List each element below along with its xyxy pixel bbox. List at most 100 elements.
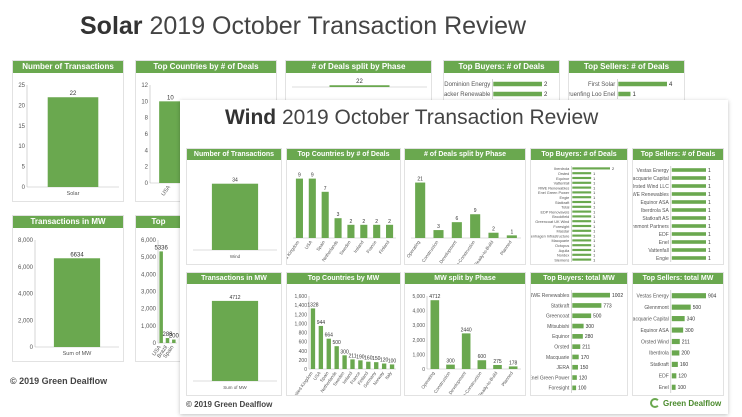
bar bbox=[671, 373, 677, 379]
bar bbox=[572, 292, 610, 298]
data-label: 1 bbox=[632, 92, 636, 98]
panel-w-countries: Top Countries by # of Deals 9 United Kingd… bbox=[286, 148, 401, 265]
data-label: 6634 bbox=[70, 252, 84, 258]
data-label: 22 bbox=[70, 91, 77, 97]
bar bbox=[334, 346, 339, 369]
bar bbox=[506, 235, 517, 238]
panel-title: Top Countries by # of Deals bbox=[287, 149, 400, 160]
panel-s-mwcountries: Top 0 1,000 2,000 3,000 4,000 5,000 6,000 5336 US… bbox=[135, 215, 182, 362]
data-label: 1 bbox=[708, 200, 711, 206]
data-label: 1 bbox=[708, 184, 711, 190]
bar bbox=[671, 208, 706, 212]
bar bbox=[572, 210, 592, 213]
data-label: 300 bbox=[685, 328, 694, 334]
chart-w-mw: 4712 Sum of MW bbox=[193, 295, 277, 390]
data-label: 1 bbox=[510, 229, 513, 235]
data-label: 2440 bbox=[461, 327, 472, 333]
data-label: 1 bbox=[593, 258, 595, 262]
bar bbox=[172, 339, 176, 343]
data-label: 2 bbox=[544, 92, 548, 98]
bar bbox=[671, 316, 685, 322]
data-label: 300 bbox=[446, 359, 455, 365]
bar bbox=[451, 222, 462, 238]
data-label: 200 bbox=[681, 351, 690, 357]
panel-title: Top Buyers: total MW bbox=[531, 273, 627, 284]
category-label: Sum of MW bbox=[63, 351, 93, 357]
category-label: First Solar bbox=[588, 82, 615, 88]
bar bbox=[572, 334, 583, 339]
bar bbox=[671, 304, 691, 310]
data-label: 160 bbox=[680, 362, 689, 368]
data-label: 2 bbox=[362, 219, 365, 225]
category-label: Aquila bbox=[559, 249, 571, 253]
data-label: 280 bbox=[585, 334, 594, 340]
data-label: 1 bbox=[708, 168, 711, 174]
data-label: 100 bbox=[388, 358, 397, 364]
bar bbox=[572, 323, 584, 329]
category-label: Planned bbox=[499, 239, 513, 256]
bar bbox=[308, 178, 316, 238]
solar-footer: © 2019 Green Dealflow bbox=[10, 376, 108, 386]
data-label: 1 bbox=[593, 201, 595, 205]
chart-w-num: 34 Wind bbox=[193, 178, 277, 259]
bar bbox=[572, 229, 592, 232]
y-tick-label: 1,000 bbox=[294, 321, 307, 327]
bar bbox=[461, 333, 471, 369]
y-tick-label: 6 bbox=[145, 132, 149, 138]
panel-title: Top Buyers: # of Deals bbox=[444, 61, 559, 73]
data-label: 1 bbox=[593, 196, 595, 200]
chart-s-mw: 0 2,000 4,000 6,000 8,000 6634 Sum of MW bbox=[18, 238, 119, 357]
bar bbox=[671, 224, 706, 228]
chart-w-buyers: Iberdrola 2 Orsted 1 Equinor 1 Vattenfall 1 RWE … bbox=[531, 166, 614, 262]
category-label: United Kingdom bbox=[291, 371, 314, 395]
data-label: 2 bbox=[350, 219, 353, 225]
data-label: 1 bbox=[708, 192, 711, 198]
category-label: Macquarie Capital bbox=[633, 316, 669, 322]
panel-w-mwbuyers: Top Buyers: total MW RWE Renewables 1002 St… bbox=[530, 272, 628, 396]
chart-s-phase: 22 bbox=[292, 79, 427, 88]
bar bbox=[493, 364, 502, 369]
y-tick-label: 10 bbox=[141, 99, 148, 105]
category-label: Greencoat bbox=[546, 314, 570, 320]
category-label: Statkraft AS bbox=[642, 216, 669, 222]
data-label: 664 bbox=[325, 333, 334, 339]
category-label: RWE Renewables bbox=[538, 186, 569, 190]
data-label: 21 bbox=[417, 177, 423, 183]
bar bbox=[671, 168, 706, 172]
wind-slide: Wind 2019 October Transaction Review Num… bbox=[180, 100, 728, 414]
bar bbox=[671, 184, 706, 188]
category-label: Enel Green Power bbox=[538, 191, 570, 195]
bar bbox=[53, 258, 101, 347]
y-tick-label: 4,000 bbox=[412, 309, 425, 315]
data-label: 1 bbox=[708, 224, 711, 230]
bar bbox=[671, 248, 706, 252]
category-label: United Kingdom bbox=[287, 240, 300, 264]
bar bbox=[165, 338, 170, 343]
data-label: 1 bbox=[593, 172, 595, 176]
data-label: 150 bbox=[580, 365, 589, 371]
category-label: France bbox=[365, 239, 377, 254]
category-label: Orsted Wind LLC bbox=[633, 184, 669, 190]
data-label: 1328 bbox=[307, 302, 318, 308]
bar bbox=[295, 178, 303, 238]
data-label: 211 bbox=[349, 353, 357, 359]
data-label: 200 bbox=[169, 334, 180, 340]
data-label: 500 bbox=[593, 314, 602, 320]
panel-s-phase: # of Deals split by Phase 22 bbox=[285, 60, 432, 102]
category-label: Orsted Wind bbox=[641, 339, 669, 345]
data-label: 1 bbox=[708, 232, 711, 238]
y-tick-label: 5,000 bbox=[412, 294, 425, 300]
bar bbox=[310, 308, 316, 369]
category-label: Glennmont Partners bbox=[633, 224, 669, 230]
bar bbox=[159, 101, 182, 183]
bar bbox=[572, 181, 592, 184]
data-label: 300 bbox=[340, 349, 349, 355]
panel-title: Top Buyers: # of Deals bbox=[531, 149, 627, 160]
chart-w-mwsellers: Vestas Energy 904 Glennmont 500 Macquarie Ca… bbox=[633, 290, 717, 393]
data-label: 1 bbox=[593, 254, 595, 258]
panel-w-mwsellers: Top Sellers: total MW Vestas Energy 904 Gle… bbox=[632, 272, 724, 396]
category-label: USA bbox=[304, 240, 313, 250]
bar bbox=[572, 196, 592, 199]
data-label: 1 bbox=[593, 220, 595, 224]
